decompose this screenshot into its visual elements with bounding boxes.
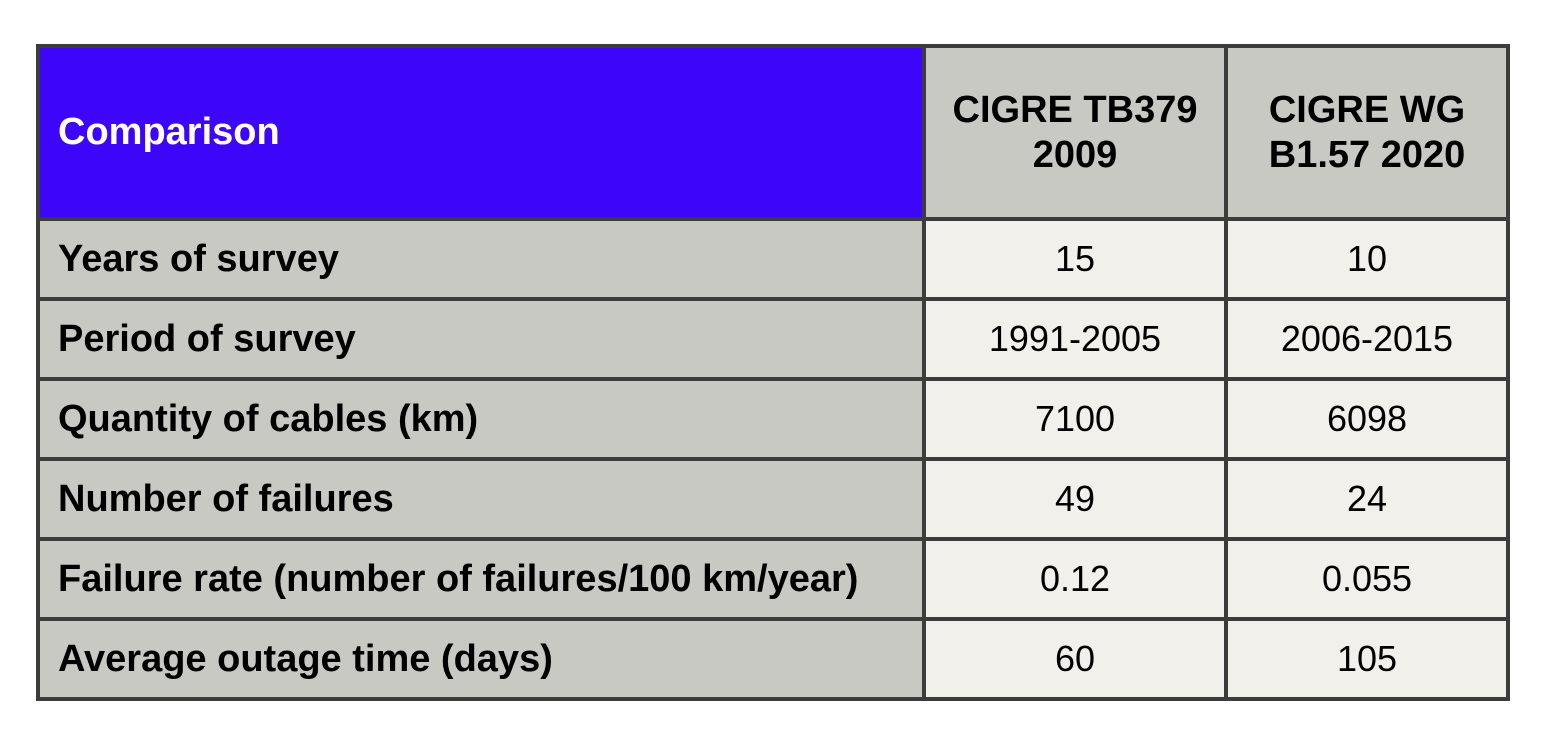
comparison-table-container: Comparison CIGRE TB379 2009 CIGRE WG B1.… xyxy=(36,44,1510,701)
row-label: Number of failures xyxy=(36,457,926,541)
column-header-cigre-tb379-2009: CIGRE TB379 2009 xyxy=(922,44,1228,221)
comparison-table: Comparison CIGRE TB379 2009 CIGRE WG B1.… xyxy=(36,44,1510,701)
table-row-number-of-failures: Number of failures 49 24 xyxy=(36,457,1510,541)
table-row-quantity-of-cables: Quantity of cables (km) 7100 6098 xyxy=(36,377,1510,461)
table-cell: 0.12 xyxy=(922,537,1228,621)
table-cell: 24 xyxy=(1224,457,1510,541)
table-cell: 6098 xyxy=(1224,377,1510,461)
table-cell: 1991-2005 xyxy=(922,297,1228,381)
row-label: Quantity of cables (km) xyxy=(36,377,926,461)
header-row: Comparison CIGRE TB379 2009 CIGRE WG B1.… xyxy=(36,44,1510,221)
table-cell: 2006-2015 xyxy=(1224,297,1510,381)
table-row-period-of-survey: Period of survey 1991-2005 2006-2015 xyxy=(36,297,1510,381)
row-label: Years of survey xyxy=(36,217,926,301)
table-cell: 49 xyxy=(922,457,1228,541)
table-cell: 7100 xyxy=(922,377,1228,461)
table-cell: 105 xyxy=(1224,617,1510,701)
table-cell: 10 xyxy=(1224,217,1510,301)
table-corner-header: Comparison xyxy=(36,44,926,221)
row-label: Failure rate (number of failures/100 km/… xyxy=(36,537,926,621)
table-cell: 60 xyxy=(922,617,1228,701)
table-row-failure-rate: Failure rate (number of failures/100 km/… xyxy=(36,537,1510,621)
row-label: Average outage time (days) xyxy=(36,617,926,701)
table-cell: 15 xyxy=(922,217,1228,301)
table-row-average-outage-time: Average outage time (days) 60 105 xyxy=(36,617,1510,701)
row-label: Period of survey xyxy=(36,297,926,381)
table-row-years-of-survey: Years of survey 15 10 xyxy=(36,217,1510,301)
table-cell: 0.055 xyxy=(1224,537,1510,621)
column-header-cigre-wg-b157-2020: CIGRE WG B1.57 2020 xyxy=(1224,44,1510,221)
